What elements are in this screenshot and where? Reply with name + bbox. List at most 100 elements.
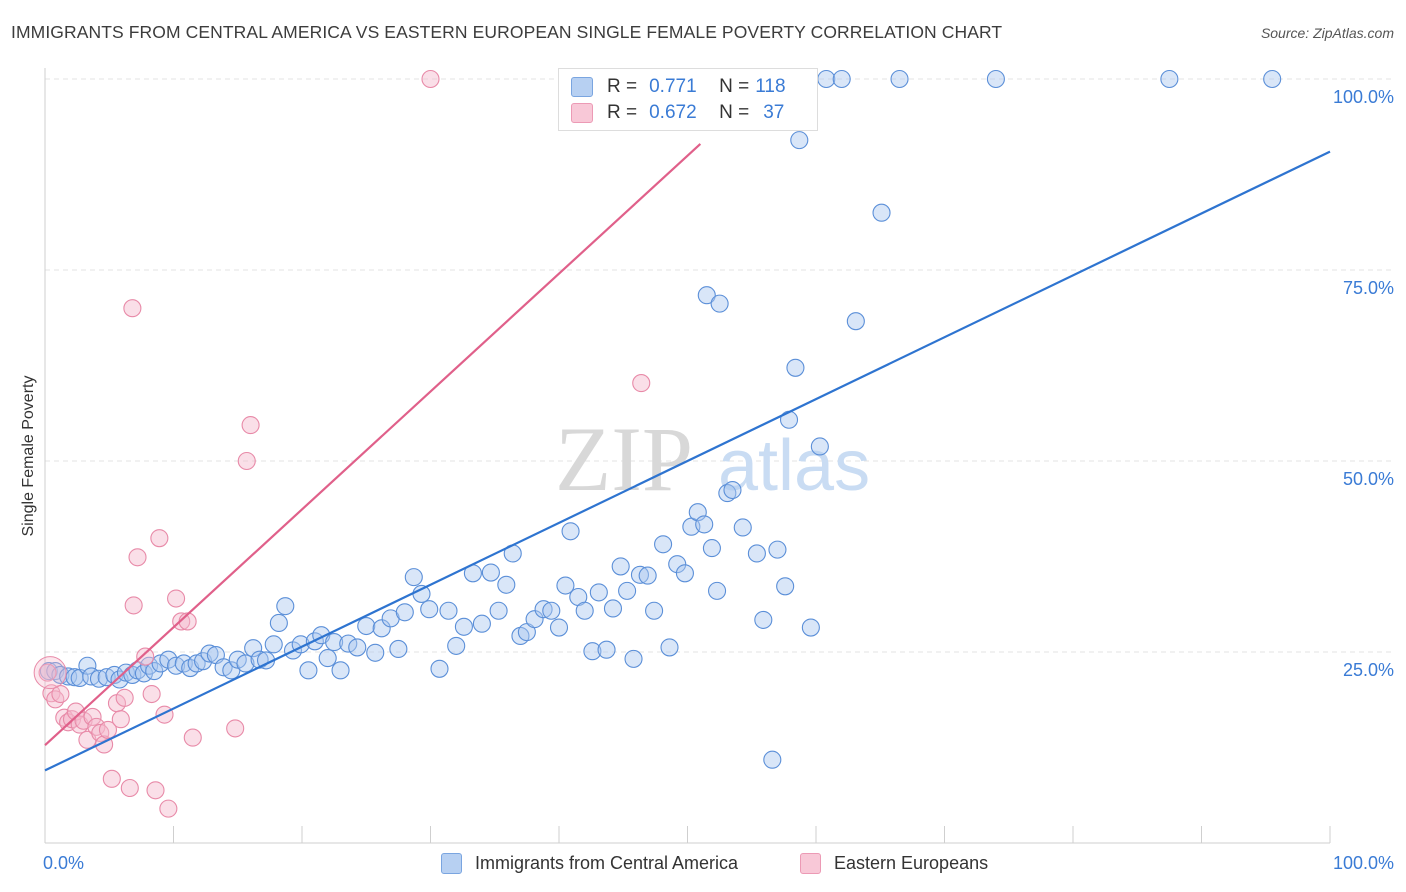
data-point — [489, 601, 508, 620]
data-point — [237, 451, 256, 471]
data-point — [561, 522, 580, 541]
data-point — [801, 618, 820, 637]
data-point — [872, 203, 891, 222]
data-point — [236, 654, 255, 673]
data-point — [120, 778, 139, 798]
data-point — [675, 564, 694, 583]
data-point — [575, 601, 594, 620]
data-point — [140, 656, 159, 675]
data-point — [710, 294, 729, 313]
trend-line-central-america — [44, 150, 1331, 772]
data-point — [632, 374, 651, 393]
legend-label-eastern-europeans: Eastern Europeans — [834, 853, 989, 873]
data-point — [89, 669, 109, 688]
legend-n-value: 118 — [755, 76, 786, 97]
data-point — [102, 769, 121, 788]
data-point — [1263, 69, 1282, 89]
data-point — [654, 535, 673, 554]
data-point — [372, 619, 391, 638]
data-point — [150, 529, 169, 548]
data-point — [357, 616, 376, 636]
data-point — [638, 566, 657, 585]
data-point — [776, 577, 795, 596]
data-point — [318, 649, 337, 668]
data-point — [890, 69, 909, 89]
data-point — [723, 480, 742, 500]
data-point — [38, 663, 57, 682]
watermark: ZIP atlas — [555, 408, 870, 510]
data-point — [481, 563, 500, 582]
data-point — [404, 568, 423, 587]
legend-item-eastern-europeans: Eastern Europeans — [800, 853, 988, 874]
data-point — [276, 597, 295, 616]
legend-n-label: N = — [719, 102, 750, 123]
series-legend: Immigrants from Central America Eastern … — [0, 851, 1406, 877]
data-point — [339, 634, 358, 653]
data-point — [542, 601, 561, 620]
data-point — [846, 312, 865, 331]
data-point — [472, 614, 491, 633]
series-eastern-europeans-points — [33, 69, 651, 818]
data-point — [786, 358, 805, 377]
legend-row-central-america: R = 0.771 N = 118 — [571, 75, 786, 99]
data-point — [241, 416, 260, 435]
x-tick-label-max: 100.0% — [1332, 853, 1394, 873]
data-point — [78, 656, 97, 675]
chart-title: IMMIGRANTS FROM CENTRAL AMERICA VS EASTE… — [11, 22, 1003, 42]
data-point — [754, 610, 773, 629]
data-point — [790, 131, 809, 150]
data-point — [183, 728, 202, 747]
y-tick-label-100: 100.0% — [1332, 87, 1394, 107]
legend-r-label: R = — [607, 76, 638, 97]
data-point — [660, 638, 679, 657]
legend-r-value: 0.771 — [649, 76, 697, 97]
data-point — [123, 299, 142, 318]
legend-item-central-america: Immigrants from Central America — [441, 853, 738, 874]
data-point — [331, 661, 350, 680]
data-point — [111, 710, 130, 729]
data-point — [430, 659, 449, 678]
legend-swatch-blue — [441, 853, 462, 874]
data-point — [124, 596, 143, 615]
data-point — [46, 690, 65, 709]
data-point — [142, 684, 161, 704]
data-point — [159, 799, 178, 818]
data-point — [549, 618, 569, 637]
data-point — [986, 69, 1005, 89]
data-point — [763, 750, 782, 769]
data-point — [145, 662, 164, 681]
data-point — [497, 575, 516, 594]
data-point — [83, 707, 102, 726]
legend-n-label: N = — [719, 76, 750, 97]
x-tick-label-min: 0.0% — [43, 853, 85, 873]
data-point — [645, 601, 664, 620]
y-tick-label-50: 50.0% — [1342, 469, 1394, 489]
data-point — [269, 613, 288, 633]
data-point — [200, 644, 219, 663]
data-point — [174, 654, 193, 673]
gridlines — [45, 78, 1395, 653]
data-point — [810, 437, 829, 456]
data-point — [618, 581, 637, 600]
trend-line-eastern-europeans — [44, 143, 702, 747]
data-point — [226, 719, 245, 738]
watermark-atlas: atlas — [718, 426, 870, 506]
data-point — [439, 601, 458, 620]
legend-row-eastern-europeans: R = 0.672 N = 37 — [571, 101, 784, 125]
data-point — [447, 636, 466, 655]
data-point — [702, 539, 721, 558]
legend-label-central-america: Immigrants from Central America — [475, 853, 739, 873]
data-point — [420, 600, 439, 619]
legend-r-label: R = — [607, 102, 638, 123]
y-tick-label-25: 25.0% — [1342, 660, 1394, 680]
data-point — [348, 638, 367, 657]
data-point — [668, 555, 687, 574]
data-point — [389, 639, 408, 658]
series-central-america-points — [39, 69, 1282, 769]
data-point — [115, 688, 134, 707]
data-point — [534, 600, 553, 619]
data-point — [832, 69, 851, 89]
data-point — [708, 581, 727, 600]
data-point — [167, 589, 186, 608]
